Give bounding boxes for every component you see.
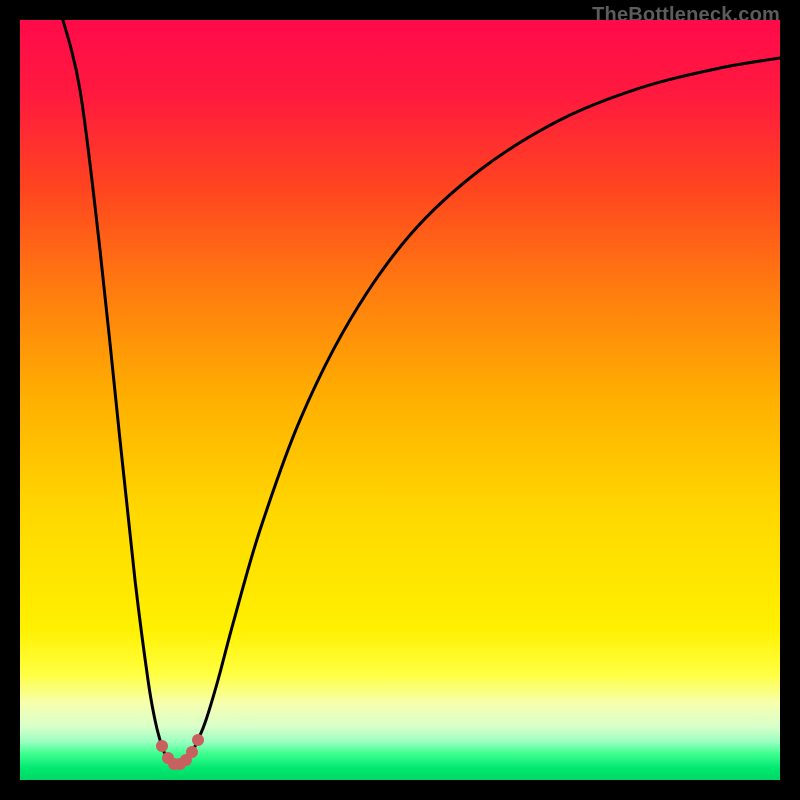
chart-frame: TheBottleneck.com [0,0,800,800]
bottleneck-curve [60,20,780,764]
curve-marker [186,746,198,758]
curve-layer [20,20,780,780]
curve-marker [156,740,168,752]
plot-area [20,20,780,780]
curve-marker [192,734,204,746]
